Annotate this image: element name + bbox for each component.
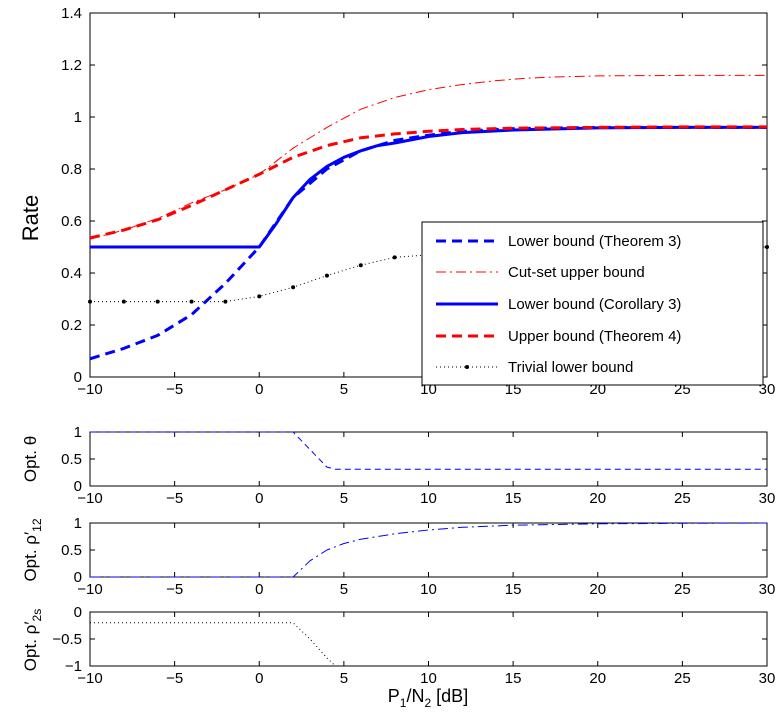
series-point-trivial-lower-bound bbox=[291, 285, 296, 290]
theta-x-tick-label: 10 bbox=[420, 490, 437, 507]
rate-y-tick-label: 0.6 bbox=[61, 213, 82, 230]
rho12-x-tick-label: −5 bbox=[166, 581, 183, 598]
theta-x-tick-label: 15 bbox=[505, 490, 522, 507]
series-point-trivial-lower-bound bbox=[189, 299, 194, 304]
legend-label-lower-bound-theorem-3: Lower bound (Theorem 3) bbox=[508, 233, 681, 250]
x-axis-label-unit: [dB] bbox=[431, 686, 468, 706]
rate-y-tick-label: 0.2 bbox=[61, 317, 82, 334]
series-point-trivial-lower-bound bbox=[121, 299, 126, 304]
rate-y-axis-label: Rate bbox=[18, 195, 43, 241]
rho12-x-tick-label: 5 bbox=[340, 581, 348, 598]
legend-label-cut-set-upper-bound: Cut-set upper bound bbox=[508, 264, 645, 281]
theta-plot-frame bbox=[89, 431, 768, 487]
theta-y-axis-label: Opt. θ bbox=[21, 436, 40, 482]
rho12-x-tick-label: 25 bbox=[674, 581, 691, 598]
rho12-x-tick-label: 10 bbox=[420, 581, 437, 598]
rate-y-tick-label: 0.8 bbox=[61, 161, 82, 178]
series-line-theta-series-0 bbox=[90, 431, 767, 470]
rho2s-x-tick-label: 25 bbox=[674, 670, 691, 687]
theta-axis-ticks: −10 −5 0 5 10 15 20 25 30 0 0.5 1 bbox=[61, 424, 775, 507]
legend-swatch-trivial-lower-bound-marker bbox=[465, 365, 469, 369]
legend-label-upper-bound-theorem-4: Upper bound (Theorem 4) bbox=[508, 328, 681, 345]
rho2s-y-axis-label-main: Opt. ρ′ bbox=[21, 621, 40, 671]
rate-x-tick-label: 0 bbox=[255, 381, 263, 398]
legend-label-trivial-lower-bound: Trivial lower bound bbox=[508, 359, 633, 376]
rho12-x-tick-label: 20 bbox=[589, 581, 606, 598]
rate-y-tick-label: 0.4 bbox=[61, 265, 82, 282]
rho12-x-tick-label: −10 bbox=[77, 581, 102, 598]
series-line-rho12-series-0 bbox=[90, 522, 768, 578]
series-point-trivial-lower-bound bbox=[358, 263, 363, 268]
rho2s-panel: −10 −5 0 5 10 15 20 25 30−1−0.50 Opt. ρ′2s P1/N2… bbox=[21, 604, 775, 710]
x-axis-label: P1/N2 [dB] bbox=[388, 686, 468, 710]
rho2s-x-tick-label: −5 bbox=[166, 670, 183, 687]
series-point-trivial-lower-bound bbox=[392, 255, 397, 260]
theta-series-lines bbox=[90, 431, 767, 470]
rate-series-lines bbox=[88, 74, 769, 361]
rho2s-y-tick-label: 0 bbox=[74, 604, 82, 621]
theta-x-tick-label: 20 bbox=[589, 490, 606, 507]
rho12-y-tick-label: 0 bbox=[74, 569, 82, 586]
rho2s-y-axis-label-sub: 2s bbox=[30, 609, 44, 622]
theta-y-tick-label: 0 bbox=[74, 478, 82, 495]
rho12-y-axis-label-main: Opt. ρ′ bbox=[21, 532, 40, 582]
rho12-y-axis-label-sub: 12 bbox=[30, 518, 44, 532]
rho12-series-lines bbox=[90, 522, 768, 578]
series-point-trivial-lower-bound bbox=[88, 299, 92, 304]
rho12-y-tick-label: 1 bbox=[74, 515, 82, 532]
rho2s-x-tick-label: 0 bbox=[255, 670, 263, 687]
rho2s-y-tick-label: −1 bbox=[65, 658, 82, 675]
rate-y-tick-label: 0 bbox=[74, 369, 82, 386]
rho12-x-tick-label: 15 bbox=[505, 581, 522, 598]
rho12-y-axis-label: Opt. ρ′12 bbox=[21, 518, 44, 581]
x-axis-label-p-sub: 1 bbox=[400, 696, 407, 710]
theta-panel: −10 −5 0 5 10 15 20 25 30 0 0.5 1 Opt. θ bbox=[21, 424, 775, 507]
rho12-plot-frame bbox=[89, 522, 768, 578]
rho12-x-tick-label: 0 bbox=[255, 581, 263, 598]
series-point-trivial-lower-bound bbox=[765, 245, 769, 249]
theta-x-tick-label: −5 bbox=[166, 490, 183, 507]
theta-x-tick-label: 25 bbox=[674, 490, 691, 507]
series-point-trivial-lower-bound bbox=[155, 299, 160, 304]
series-line-upper-bound-theorem-4 bbox=[89, 125, 767, 240]
rho2s-x-tick-label: 20 bbox=[589, 670, 606, 687]
rho2s-axis-ticks: −10 −5 0 5 10 15 20 25 30 −1 −0.5 0 bbox=[52, 604, 775, 687]
series-point-trivial-lower-bound bbox=[324, 273, 329, 278]
rho2s-x-tick-label: 15 bbox=[505, 670, 522, 687]
rate-y-tick-label: 1.2 bbox=[61, 57, 82, 74]
rho2s-y-tick-label: −0.5 bbox=[52, 631, 82, 648]
x-axis-label-n-sub: 2 bbox=[424, 696, 431, 710]
rho2s-x-tick-label: 5 bbox=[340, 670, 348, 687]
rate-x-tick-label: −10 bbox=[77, 381, 102, 398]
theta-x-tick-label: 0 bbox=[255, 490, 263, 507]
rate-x-tick-label: −5 bbox=[166, 381, 183, 398]
series-line-cut-set-upper-bound bbox=[89, 74, 767, 240]
series-point-trivial-lower-bound bbox=[223, 299, 228, 304]
legend-label-lower-bound-corollary-3: Lower bound (Corollary 3) bbox=[508, 296, 681, 313]
series-line-lower-bound-corollary-3 bbox=[90, 125, 767, 249]
rate-y-tick-label: 1 bbox=[74, 109, 82, 126]
rho2s-x-tick-label: −10 bbox=[77, 670, 102, 687]
rate-y-tick-label: 1.4 bbox=[61, 5, 82, 22]
theta-x-tick-label: 5 bbox=[340, 490, 348, 507]
rho2s-y-axis-label: Opt. ρ′2s bbox=[21, 609, 44, 671]
rho12-x-tick-label: 30 bbox=[759, 581, 776, 598]
x-axis-label-n: /N bbox=[406, 686, 424, 706]
theta-x-tick-label: 30 bbox=[759, 490, 776, 507]
rate-x-tick-label: 5 bbox=[340, 381, 348, 398]
theta-y-tick-label: 1 bbox=[74, 424, 82, 441]
rho12-axis-ticks: −10 −5 0 5 10 15 20 25 30 0 0.5 1 bbox=[61, 515, 775, 598]
rho12-y-tick-label: 0.5 bbox=[61, 542, 82, 559]
rho2s-plot-frame bbox=[89, 611, 768, 667]
rho12-panel: −10 −5 0 5 10 15 20 25 30 0 0.5 1 Opt. ρ′12 bbox=[21, 515, 775, 598]
x-axis-label-p: P bbox=[388, 686, 400, 706]
series-point-trivial-lower-bound bbox=[257, 294, 262, 299]
rho2s-x-tick-label: 30 bbox=[759, 670, 776, 687]
theta-y-tick-label: 0.5 bbox=[61, 451, 82, 468]
rate-legend: Lower bound (Theorem 3) Cut-set upper bo… bbox=[421, 221, 764, 386]
theta-x-tick-label: −10 bbox=[77, 490, 102, 507]
rho2s-x-tick-label: 10 bbox=[420, 670, 437, 687]
